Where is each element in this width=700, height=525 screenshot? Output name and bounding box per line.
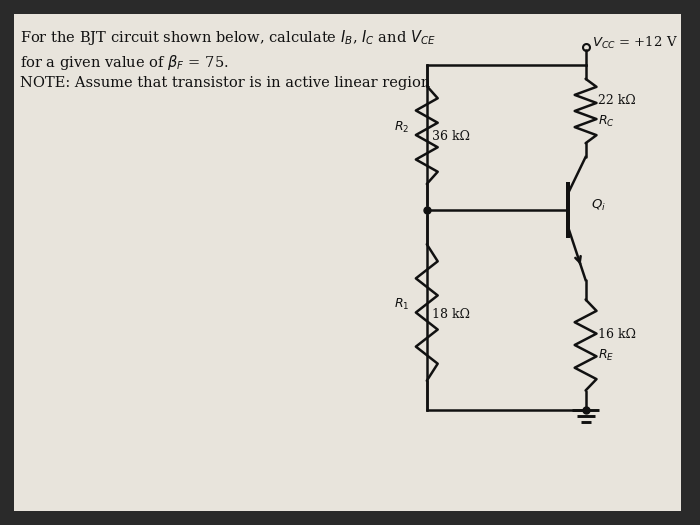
Text: $Q_i$: $Q_i$ <box>591 197 606 213</box>
Text: 18 kΩ: 18 kΩ <box>432 308 470 321</box>
Text: $V_{CC}$ = +12 V: $V_{CC}$ = +12 V <box>592 35 678 51</box>
Text: NOTE: Assume that transistor is in active linear region: NOTE: Assume that transistor is in activ… <box>20 76 430 90</box>
Text: $R_E$: $R_E$ <box>598 348 615 363</box>
Text: $R_2$: $R_2$ <box>393 120 409 134</box>
Text: 22 kΩ: 22 kΩ <box>598 94 636 108</box>
Text: $R_1$: $R_1$ <box>393 297 409 312</box>
Text: 36 kΩ: 36 kΩ <box>432 131 470 143</box>
Text: $R_C$: $R_C$ <box>598 113 615 129</box>
Text: for a given value of $\beta_F$ = 75.: for a given value of $\beta_F$ = 75. <box>20 53 228 72</box>
Text: For the BJT circuit shown below, calculate $I_B$, $I_C$ and $V_{CE}$: For the BJT circuit shown below, calcula… <box>20 28 435 47</box>
Text: 16 kΩ: 16 kΩ <box>598 329 636 341</box>
FancyBboxPatch shape <box>14 14 681 511</box>
